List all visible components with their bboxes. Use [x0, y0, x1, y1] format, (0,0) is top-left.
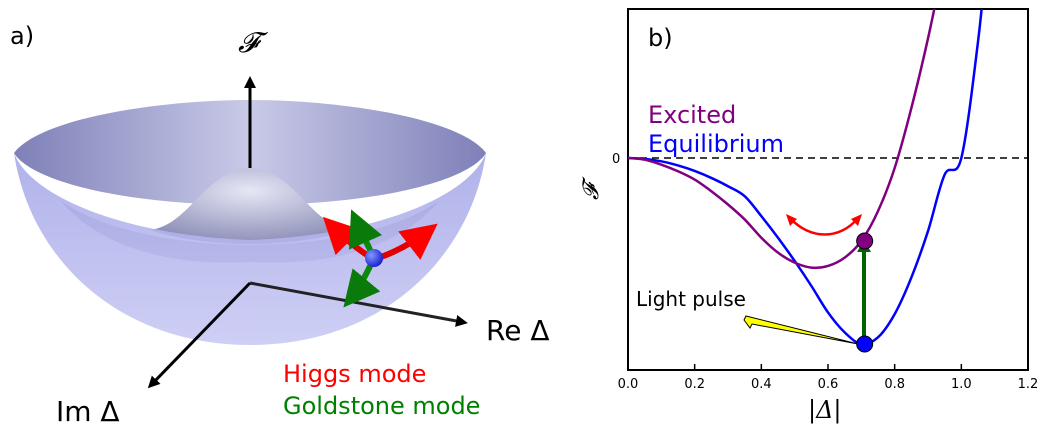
re-axis-label: Re Δ — [486, 314, 549, 347]
x-tick-label: 0.4 — [751, 377, 772, 392]
y-axis-label: 𝓕 — [579, 176, 604, 200]
x-tick-label: 0.6 — [818, 377, 839, 392]
equilibrium-marker — [856, 335, 874, 353]
panel-a: a) 𝓕 Re Δ Im Δ Higgs mode Goldstone mode — [10, 22, 549, 424]
plot-frame — [627, 8, 1029, 371]
x-tick-label: 1.2 — [1018, 377, 1039, 392]
panel-b: b) 0 𝓕 |Δ| 0.0 0.2 0.4 0.6 0.8 1.0 1.2 Light p… — [579, 8, 1039, 424]
light-pulse-label: Light pulse — [636, 287, 746, 311]
excited-curve — [628, 9, 936, 270]
im-axis — [147, 281, 252, 389]
goldstone-mode-label: Goldstone mode — [283, 392, 480, 420]
oscillation-arrowhead-right — [851, 214, 862, 226]
legend-equilibrium: Equilibrium — [648, 130, 784, 158]
panel-a-label: a) — [10, 22, 34, 50]
x-ticks: 0.0 0.2 0.4 0.6 0.8 1.0 1.2 — [618, 364, 1039, 392]
higgs-mode-label: Higgs mode — [283, 360, 426, 388]
legend-excited: Excited — [648, 101, 736, 129]
ground-state-ball — [365, 249, 383, 267]
im-axis-label: Im Δ — [56, 395, 120, 424]
x-tick-label: 0.2 — [684, 377, 705, 392]
x-tick-label: 1.0 — [951, 377, 972, 392]
x-tick-label: 0.0 — [618, 377, 639, 392]
central-hump — [150, 168, 350, 244]
oscillation-arrow — [789, 217, 859, 236]
light-pulse-arrow — [743, 315, 859, 345]
oscillation-arrowhead-left — [786, 214, 797, 226]
excited-marker — [856, 232, 874, 250]
x-tick-label: 0.8 — [884, 377, 905, 392]
x-axis-label: |Δ| — [808, 396, 842, 424]
equilibrium-curve — [628, 9, 983, 346]
zero-tick-label: 0 — [612, 152, 620, 167]
panel-b-label: b) — [648, 24, 673, 52]
vertical-axis-label: 𝓕 — [238, 26, 268, 59]
